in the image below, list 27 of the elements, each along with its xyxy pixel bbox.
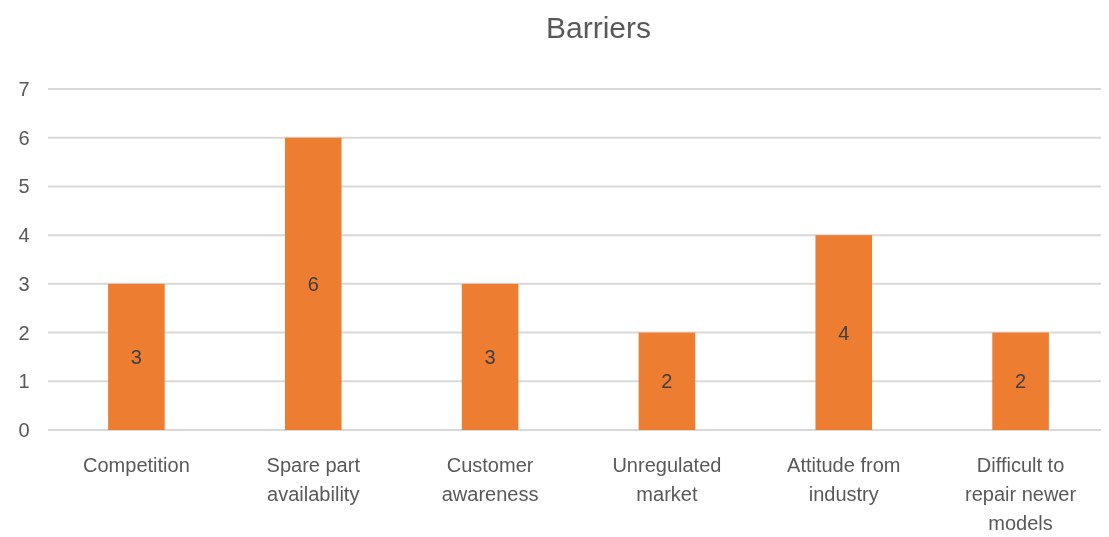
data-label: 4 xyxy=(838,321,850,344)
x-tick-label: Customer awareness xyxy=(441,454,539,505)
y-tick-label: 5 xyxy=(18,175,30,198)
bar xyxy=(992,332,1049,430)
y-tick-label: 4 xyxy=(18,224,30,247)
data-label: 2 xyxy=(1015,370,1027,393)
x-tick-label: Difficult to repair newer models xyxy=(965,454,1077,534)
bar xyxy=(461,283,519,430)
bar xyxy=(638,332,696,430)
x-tick-label: Spare part availability xyxy=(266,454,361,505)
y-tick-label: 7 xyxy=(18,78,30,100)
data-label: 2 xyxy=(661,370,673,393)
data-label: 3 xyxy=(484,345,496,368)
bar xyxy=(284,137,342,430)
data-label: 3 xyxy=(130,345,142,368)
x-tick-label: Attitude from industry xyxy=(787,454,901,505)
chart-title: Barriers xyxy=(545,11,652,44)
x-tick-label: Competition xyxy=(83,454,190,476)
bar xyxy=(108,283,165,430)
data-label: 6 xyxy=(307,272,319,295)
bar xyxy=(815,235,873,430)
y-tick-label: 6 xyxy=(18,126,30,149)
y-tick-label: 1 xyxy=(18,370,30,393)
y-tick-label: 3 xyxy=(18,272,30,295)
y-tick-label: 2 xyxy=(18,321,30,344)
x-tick-label: Unregulated market xyxy=(612,454,722,505)
y-tick-label: 0 xyxy=(18,419,30,441)
